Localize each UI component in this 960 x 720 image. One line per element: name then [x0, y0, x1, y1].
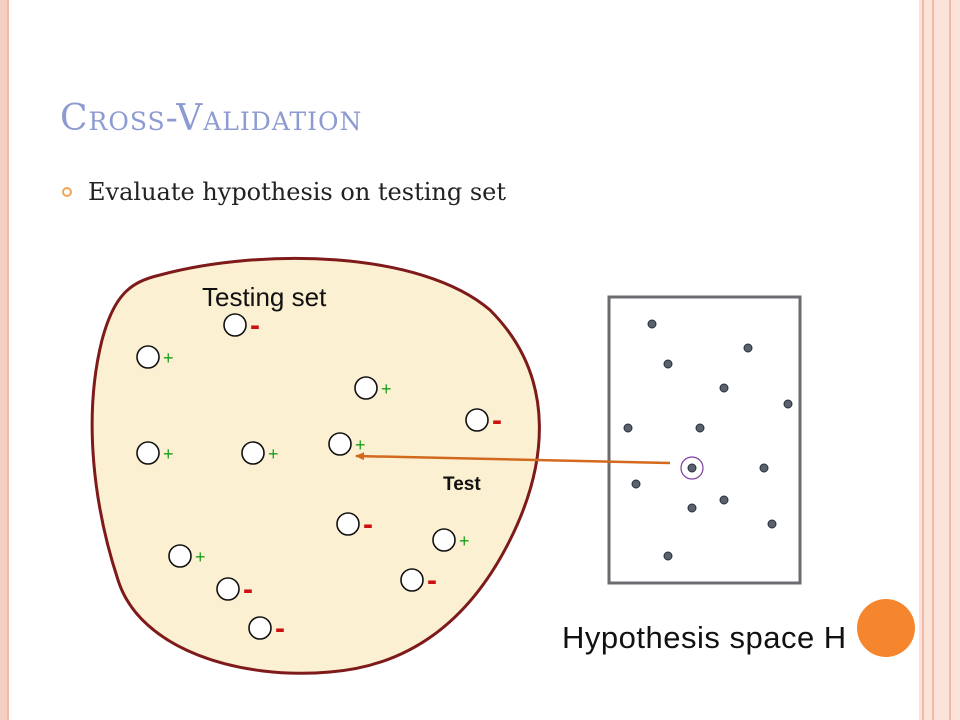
- selected-hypothesis-ring: [680, 456, 704, 480]
- plus-label: +: [163, 348, 174, 368]
- minus-label: -: [363, 508, 373, 541]
- slide-title: Cross-Validation: [60, 98, 363, 139]
- test-arrow: [355, 452, 671, 465]
- sample-circle: [136, 345, 160, 369]
- positive-sample: +: [328, 432, 366, 456]
- positive-sample: +: [354, 376, 392, 400]
- sample-circle: [336, 512, 360, 536]
- right-border-decoration: [919, 0, 960, 720]
- bullet-circle-icon: [62, 187, 72, 197]
- plus-label: +: [268, 444, 279, 464]
- negative-sample: -: [400, 564, 437, 597]
- minus-label: -: [250, 309, 260, 342]
- plus-label: +: [355, 435, 366, 455]
- positive-sample: +: [136, 345, 174, 369]
- sample-circle: [241, 441, 265, 465]
- hypothesis-space-box: [607, 295, 802, 585]
- hypothesis-dot-group: [623, 319, 793, 561]
- sample-circle: [328, 432, 352, 456]
- negative-sample: -: [465, 404, 502, 437]
- sample-circle: [136, 441, 160, 465]
- hypothesis-dot: [759, 463, 769, 473]
- hypothesis-dot: [687, 463, 697, 473]
- sample-circle: [168, 544, 192, 568]
- test-label: Test: [443, 474, 481, 495]
- testing-set-label: Testing set: [202, 282, 327, 312]
- negative-sample: -: [248, 612, 285, 645]
- hypothesis-dot: [719, 383, 729, 393]
- negative-sample: -: [336, 508, 373, 541]
- sample-circle: [432, 528, 456, 552]
- positive-sample: +: [136, 441, 174, 465]
- negative-sample: -: [216, 573, 253, 606]
- testing-set-region: [90, 256, 541, 675]
- sample-circle: [248, 616, 272, 640]
- hypothesis-dot: [647, 319, 657, 329]
- hypothesis-dot: [767, 519, 777, 529]
- negative-sample: -: [223, 309, 260, 342]
- minus-label: -: [275, 612, 285, 645]
- sample-circle: [354, 376, 378, 400]
- sample-circle: [465, 408, 489, 432]
- sample-circle: [216, 577, 240, 601]
- positive-sample: +: [241, 441, 279, 465]
- hypothesis-space-label: Hypothesis space H: [562, 620, 847, 655]
- hypothesis-dot: [663, 359, 673, 369]
- left-border-decoration: [0, 0, 9, 720]
- hypothesis-dot: [743, 343, 753, 353]
- plus-label: +: [195, 547, 206, 567]
- plus-label: +: [163, 444, 174, 464]
- hypothesis-dot: [623, 423, 633, 433]
- bullet-text: Evaluate hypothesis on testing set: [88, 178, 507, 206]
- sample-circle: [223, 313, 247, 337]
- minus-label: -: [492, 404, 502, 437]
- minus-label: -: [427, 564, 437, 597]
- plus-label: +: [459, 531, 470, 551]
- hypothesis-dot: [631, 479, 641, 489]
- hypothesis-dot: [687, 503, 697, 513]
- sample-group: -++-+ + +- ++- --: [136, 309, 502, 645]
- hypothesis-dot: [719, 495, 729, 505]
- bullet-item: Evaluate hypothesis on testing set: [62, 178, 506, 206]
- hypothesis-dot: [783, 399, 793, 409]
- minus-label: -: [243, 573, 253, 606]
- plus-label: +: [381, 379, 392, 399]
- sample-circle: [400, 568, 424, 592]
- positive-sample: +: [432, 528, 470, 552]
- highlight-circle: [857, 599, 915, 657]
- hypothesis-dot: [663, 551, 673, 561]
- positive-sample: +: [168, 544, 206, 568]
- hypothesis-dot: [695, 423, 705, 433]
